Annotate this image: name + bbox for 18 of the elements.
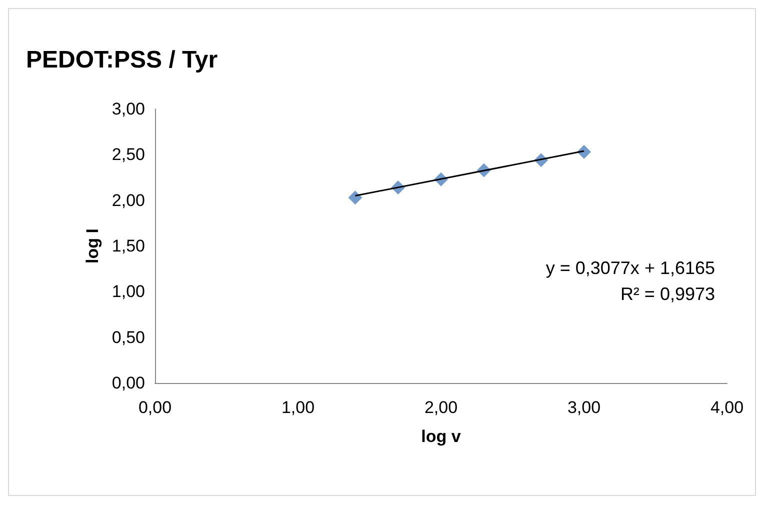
x-tick-label: 2,00 bbox=[424, 398, 458, 417]
y-tick-label: 1,00 bbox=[112, 282, 145, 302]
x-tick-label: 1,00 bbox=[281, 398, 315, 417]
y-tick-label: 2,00 bbox=[112, 190, 145, 210]
annotation: R² = 0,9973 bbox=[620, 284, 715, 304]
y-axis-title: log I bbox=[83, 228, 102, 264]
annotation: y = 0,3077x + 1,6165 bbox=[546, 258, 715, 278]
y-tick-label: 0,00 bbox=[112, 374, 145, 392]
y-tick-label: 2,50 bbox=[112, 145, 145, 164]
point bbox=[348, 190, 362, 205]
x-tick-label: 3,00 bbox=[567, 398, 601, 417]
chart-title: PEDOT:PSS / Tyr bbox=[26, 46, 218, 74]
y-tick-label: 0,50 bbox=[112, 328, 145, 347]
x-axis-title: log v bbox=[421, 427, 462, 446]
x-tick-label: 4,00 bbox=[710, 398, 744, 417]
y-tick-label: 3,00 bbox=[112, 100, 145, 118]
y-tick-label: 1,50 bbox=[112, 236, 145, 256]
x-tick-label: 0,00 bbox=[138, 398, 172, 417]
